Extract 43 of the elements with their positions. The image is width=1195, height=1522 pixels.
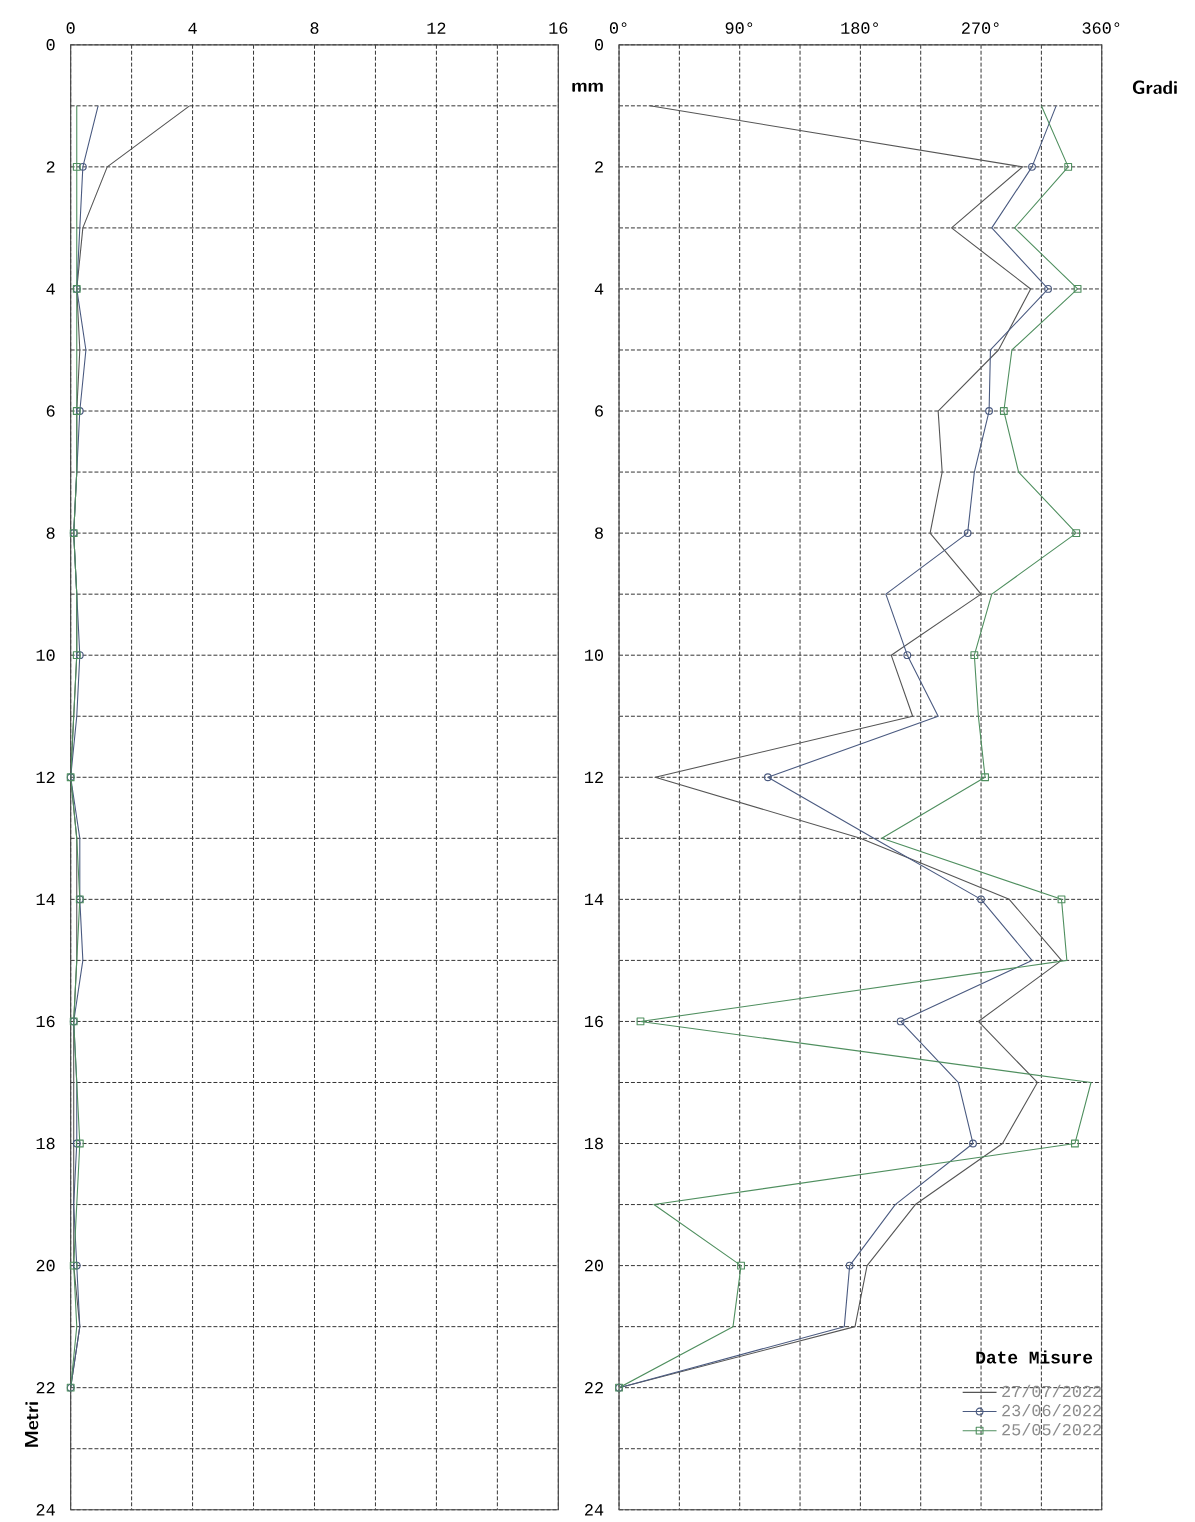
- x-tick-label: 0: [66, 22, 75, 34]
- legend-label: 25/05/2022: [1002, 1423, 1101, 1436]
- y-tick-label: 10: [36, 649, 55, 661]
- y-tick-label: 14: [584, 893, 604, 905]
- x-tick-label: 12: [427, 22, 446, 34]
- y-tick-label: 18: [584, 1137, 603, 1150]
- legend-label: 27/07/2022: [1002, 1384, 1101, 1398]
- x-tick-label: 270°: [961, 22, 999, 34]
- y-tick-label: 8: [46, 527, 55, 539]
- x-tick-label: 8: [310, 22, 319, 34]
- y-tick-label: 20: [36, 1259, 55, 1272]
- x-axis-title: Gradi: [1132, 80, 1177, 95]
- y-tick-label: 4: [46, 283, 55, 295]
- y-tick-label: 22: [36, 1382, 55, 1394]
- x-tick-label: 360°: [1082, 22, 1120, 34]
- y-tick-label: 0: [46, 39, 55, 51]
- y-tick-label: 0: [594, 39, 603, 51]
- y-axis-title: Metri: [24, 1402, 39, 1447]
- x-tick-label: 90°: [725, 22, 753, 34]
- x-axis-title: mm: [572, 82, 603, 92]
- y-tick-label: 4: [594, 283, 604, 295]
- legend-title: Date Misure: [976, 1350, 1093, 1364]
- y-tick-label: 16: [584, 1015, 603, 1028]
- x-tick-label: 16: [549, 22, 568, 34]
- x-tick-label: 180°: [841, 22, 878, 34]
- x-tick-label: 0°: [609, 22, 627, 34]
- legend-label: 23/06/2022: [1002, 1403, 1101, 1417]
- y-tick-label: 2: [595, 161, 603, 173]
- y-tick-label: 16: [36, 1015, 55, 1028]
- y-tick-label: 6: [46, 405, 55, 417]
- y-tick-label: 24: [584, 1504, 604, 1516]
- y-tick-label: 24: [36, 1504, 55, 1516]
- y-tick-label: 12: [584, 771, 603, 783]
- y-tick-label: 22: [584, 1382, 603, 1394]
- y-tick-label: 18: [36, 1137, 55, 1150]
- y-tick-label: 8: [594, 527, 603, 539]
- y-tick-label: 14: [36, 893, 55, 905]
- y-tick-label: 20: [584, 1259, 603, 1272]
- y-tick-label: 6: [595, 405, 603, 417]
- x-tick-label: 4: [188, 22, 197, 34]
- y-tick-label: 10: [584, 649, 603, 661]
- y-tick-label: 12: [36, 771, 55, 783]
- y-tick-label: 2: [46, 161, 55, 173]
